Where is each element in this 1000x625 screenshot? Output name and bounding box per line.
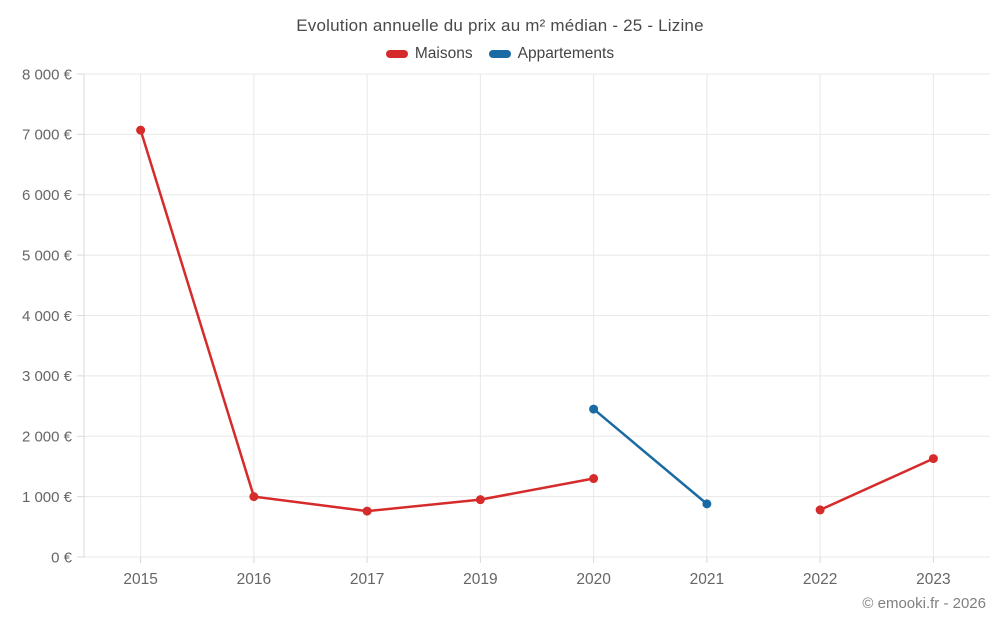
svg-text:5 000 €: 5 000 € — [22, 247, 73, 264]
svg-text:2017: 2017 — [350, 571, 384, 588]
svg-text:3 000 €: 3 000 € — [22, 368, 73, 385]
legend-label-appartements: Appartements — [517, 45, 615, 62]
svg-text:2022: 2022 — [803, 571, 837, 588]
svg-text:0 €: 0 € — [51, 549, 73, 566]
svg-text:2019: 2019 — [463, 571, 497, 588]
svg-text:7 000 €: 7 000 € — [22, 127, 73, 144]
legend-item-appartements[interactable]: Appartements — [488, 45, 615, 63]
svg-text:2016: 2016 — [237, 571, 271, 588]
legend: Maisons Appartements — [0, 45, 1000, 63]
svg-text:8 000 €: 8 000 € — [22, 66, 73, 83]
svg-text:2 000 €: 2 000 € — [22, 429, 73, 446]
legend-item-maisons[interactable]: Maisons — [385, 45, 473, 63]
svg-text:2015: 2015 — [123, 571, 157, 588]
svg-text:6 000 €: 6 000 € — [22, 187, 73, 204]
svg-text:4 000 €: 4 000 € — [22, 308, 73, 325]
svg-text:2021: 2021 — [690, 571, 724, 588]
legend-swatch-maisons — [385, 50, 408, 58]
attribution: © emooki.fr - 2026 — [862, 595, 986, 612]
chart-title: Evolution annuelle du prix au m² médian … — [296, 16, 704, 35]
svg-text:2023: 2023 — [916, 571, 950, 588]
legend-swatch-appartements — [488, 50, 511, 58]
svg-text:2020: 2020 — [576, 571, 611, 588]
legend-label-maisons: Maisons — [414, 45, 473, 62]
svg-text:1 000 €: 1 000 € — [22, 489, 73, 506]
